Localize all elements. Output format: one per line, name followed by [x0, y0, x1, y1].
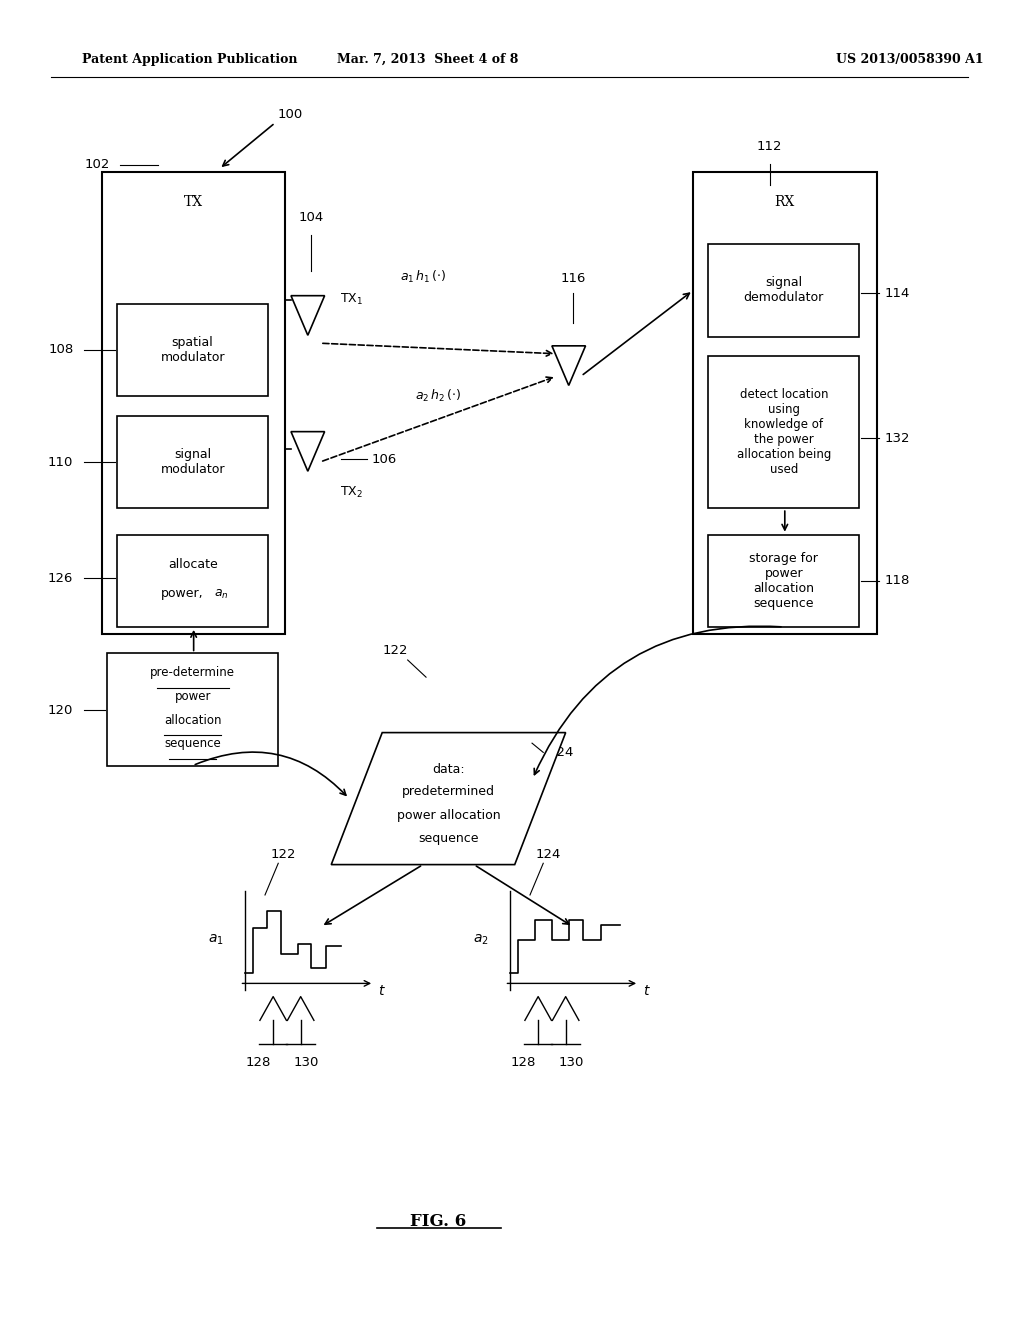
Text: spatial
modulator: spatial modulator	[161, 335, 225, 364]
Text: data:: data:	[432, 763, 465, 776]
Text: 110: 110	[48, 455, 74, 469]
FancyBboxPatch shape	[117, 416, 268, 508]
FancyBboxPatch shape	[117, 304, 268, 396]
Text: 118: 118	[885, 574, 910, 587]
Polygon shape	[291, 296, 325, 335]
Text: $a_1\,h_1\,(\cdot)$: $a_1\,h_1\,(\cdot)$	[400, 269, 446, 285]
Text: 112: 112	[757, 140, 782, 153]
Text: Patent Application Publication: Patent Application Publication	[82, 53, 297, 66]
Text: 132: 132	[885, 432, 910, 445]
Text: allocation: allocation	[164, 714, 221, 726]
Text: 124: 124	[536, 847, 561, 861]
Text: $a_1$: $a_1$	[208, 933, 224, 946]
Text: power allocation: power allocation	[396, 809, 501, 822]
Text: 122: 122	[383, 644, 409, 657]
Text: US 2013/0058390 A1: US 2013/0058390 A1	[836, 53, 983, 66]
Text: 120: 120	[48, 704, 74, 717]
Polygon shape	[552, 346, 586, 385]
Text: 126: 126	[48, 572, 74, 585]
Text: power,: power,	[161, 587, 204, 601]
Text: 100: 100	[278, 108, 303, 121]
Text: 106: 106	[372, 453, 397, 466]
Text: storage for
power
allocation
sequence: storage for power allocation sequence	[750, 552, 818, 610]
Text: power: power	[174, 690, 211, 702]
Text: sequence: sequence	[164, 738, 221, 750]
FancyBboxPatch shape	[709, 356, 859, 508]
Text: sequence: sequence	[418, 832, 478, 845]
FancyBboxPatch shape	[693, 172, 877, 634]
Text: signal
modulator: signal modulator	[161, 447, 225, 477]
Text: 114: 114	[885, 286, 910, 300]
Text: 128: 128	[510, 1056, 536, 1069]
Text: 130: 130	[293, 1056, 318, 1069]
Text: FIG. 6: FIG. 6	[411, 1213, 466, 1229]
Text: allocate: allocate	[168, 558, 217, 572]
Text: predetermined: predetermined	[402, 785, 495, 799]
Polygon shape	[291, 432, 325, 471]
Text: 116: 116	[560, 272, 586, 285]
Text: 108: 108	[48, 343, 74, 356]
Text: 130: 130	[558, 1056, 584, 1069]
Text: $a_2\,h_2\,(\cdot)$: $a_2\,h_2\,(\cdot)$	[415, 388, 462, 404]
FancyBboxPatch shape	[102, 172, 286, 634]
Text: 102: 102	[85, 158, 110, 172]
Text: TX$_2$: TX$_2$	[340, 484, 364, 500]
Text: Mar. 7, 2013  Sheet 4 of 8: Mar. 7, 2013 Sheet 4 of 8	[337, 53, 519, 66]
Text: 128: 128	[245, 1056, 270, 1069]
Text: 122: 122	[270, 847, 296, 861]
Text: $t$: $t$	[643, 985, 651, 998]
Text: 124: 124	[548, 746, 573, 759]
Text: $a_2$: $a_2$	[473, 933, 488, 946]
FancyBboxPatch shape	[709, 535, 859, 627]
Polygon shape	[331, 733, 565, 865]
Text: pre-determine: pre-determine	[151, 667, 236, 678]
Text: TX$_1$: TX$_1$	[340, 292, 364, 308]
Text: TX: TX	[184, 195, 203, 210]
FancyBboxPatch shape	[117, 535, 268, 627]
Text: RX: RX	[775, 195, 795, 210]
Text: $a_n$: $a_n$	[214, 587, 228, 601]
FancyBboxPatch shape	[709, 244, 859, 337]
Text: $t$: $t$	[378, 985, 386, 998]
FancyBboxPatch shape	[108, 653, 279, 766]
Text: 104: 104	[298, 211, 324, 224]
Text: detect location
using
knowledge of
the power
allocation being
used: detect location using knowledge of the p…	[736, 388, 830, 477]
Text: signal
demodulator: signal demodulator	[743, 276, 824, 305]
